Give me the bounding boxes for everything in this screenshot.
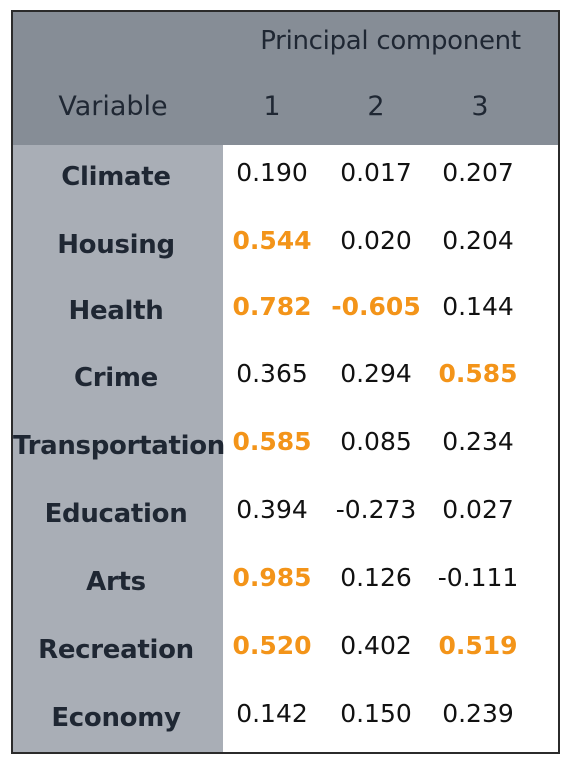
component-2-header: 2 — [367, 91, 385, 122]
loading-cell: 0.142 — [236, 699, 308, 728]
loading-cell: 0.204 — [442, 226, 514, 255]
row-label: Transportation — [13, 431, 226, 461]
loading-cell: 0.365 — [236, 359, 308, 388]
loading-cell: 0.544 — [232, 226, 312, 255]
loading-cell: 0.234 — [442, 427, 514, 456]
loading-cell: 0.294 — [340, 359, 412, 388]
loading-cell: 0.144 — [442, 292, 514, 321]
variable-column-band — [13, 145, 223, 752]
loading-cell: 0.017 — [340, 158, 412, 187]
loading-cell: 0.085 — [340, 427, 412, 456]
loading-cell: 0.027 — [442, 495, 514, 524]
row-label: Education — [44, 499, 188, 529]
row-label: Crime — [73, 363, 159, 393]
loading-cell: 0.126 — [340, 563, 412, 592]
loading-cell: -0.273 — [335, 495, 417, 524]
loading-cell: 0.782 — [232, 292, 312, 321]
header-band — [13, 12, 558, 145]
loading-cell: -0.111 — [437, 563, 519, 592]
loadings-table: Principal component Variable 1 2 3 Clima… — [11, 10, 560, 754]
row-label: Health — [68, 296, 164, 326]
loading-cell: 0.402 — [340, 631, 412, 660]
loading-cell: 0.985 — [232, 563, 312, 592]
loading-cell: 0.020 — [340, 226, 412, 255]
row-label: Arts — [86, 567, 146, 597]
variable-header: Variable — [58, 91, 168, 122]
loading-cell: 0.239 — [442, 699, 514, 728]
loading-cell: 0.394 — [236, 495, 308, 524]
row-label: Housing — [57, 230, 175, 260]
loading-cell: 0.520 — [232, 631, 312, 660]
component-3-header: 3 — [471, 91, 489, 122]
principal-component-header: Principal component — [260, 26, 521, 56]
loading-cell: 0.585 — [232, 427, 312, 456]
loading-cell: -0.605 — [331, 292, 421, 321]
row-label: Economy — [51, 703, 181, 733]
row-label: Recreation — [38, 635, 194, 665]
component-1-header: 1 — [263, 91, 281, 122]
loading-cell: 0.150 — [340, 699, 412, 728]
loading-cell: 0.207 — [442, 158, 514, 187]
loading-cell: 0.190 — [236, 158, 308, 187]
loading-cell: 0.585 — [438, 359, 518, 388]
row-label: Climate — [61, 162, 171, 192]
loading-cell: 0.519 — [438, 631, 518, 660]
